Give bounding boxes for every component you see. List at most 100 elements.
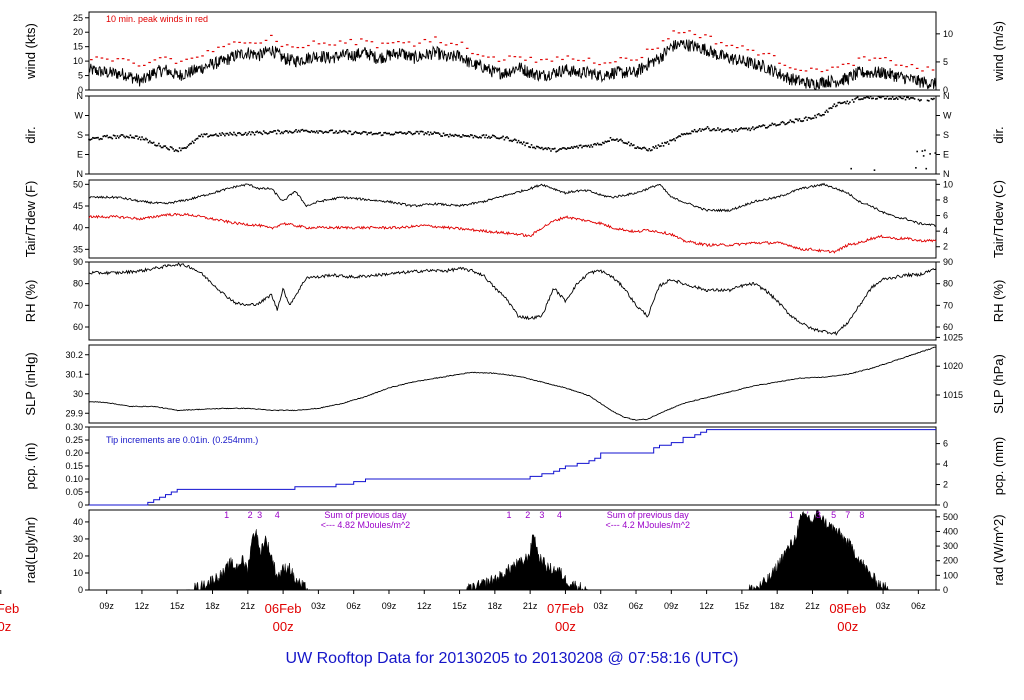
direction-point <box>776 124 779 126</box>
direction-point <box>884 97 886 100</box>
direction-point <box>566 147 569 149</box>
direction-point <box>723 129 726 132</box>
direction-point <box>187 144 190 146</box>
y-tick-label-right: 4 <box>943 226 948 236</box>
direction-point <box>217 135 220 137</box>
y-tick-label-left: 50 <box>73 179 83 189</box>
direction-point <box>627 141 630 144</box>
direction-point <box>771 122 774 125</box>
y-tick-label-right: 100 <box>943 570 958 580</box>
direction-point <box>194 139 196 142</box>
direction-point <box>508 139 511 142</box>
y-tick-label-right: S <box>943 130 949 140</box>
direction-point <box>475 135 477 138</box>
direction-point <box>200 133 203 136</box>
direction-point <box>339 129 341 132</box>
direction-point <box>546 148 548 151</box>
x-tick-label: 18z <box>770 601 785 611</box>
direction-point <box>528 146 530 148</box>
direction-point <box>525 142 528 145</box>
direction-point <box>783 121 785 124</box>
direction-point <box>899 96 902 99</box>
direction-point <box>872 97 874 100</box>
direction-point <box>737 128 740 131</box>
direction-point <box>489 137 491 139</box>
direction-point <box>520 141 523 144</box>
y-axis-title-left: SLP (inHg) <box>23 352 38 415</box>
direction-point <box>388 132 391 135</box>
direction-point <box>550 150 552 152</box>
y-tick-label-right: 6 <box>943 211 948 221</box>
y-axis-title-right: RH (%) <box>991 280 1006 323</box>
direction-point <box>693 128 696 131</box>
y-axis-title-left: Tair/Tdew (F) <box>23 181 38 258</box>
direction-point <box>885 97 887 100</box>
direction-point <box>588 146 591 148</box>
direction-point <box>507 137 510 140</box>
direction-point <box>908 98 911 100</box>
direction-point <box>805 116 807 119</box>
y-tick-label-left: 30 <box>73 534 83 544</box>
direction-point <box>303 130 305 132</box>
direction-point <box>750 127 753 130</box>
direction-point <box>918 99 921 102</box>
y-tick-label-left: 80 <box>73 279 83 289</box>
direction-point <box>843 101 846 103</box>
direction-point <box>375 132 378 135</box>
direction-point <box>538 146 541 149</box>
direction-point <box>828 107 830 110</box>
direction-point <box>207 135 209 138</box>
direction-point <box>367 132 370 134</box>
direction-point <box>792 120 794 123</box>
direction-point <box>894 98 896 100</box>
direction-point <box>543 147 546 150</box>
y-tick-label-left: 0.30 <box>65 422 83 432</box>
direction-point <box>621 140 623 142</box>
direction-point <box>653 147 656 149</box>
radiation-hour-mark: 3 <box>539 510 544 520</box>
direction-point <box>467 135 469 137</box>
direction-point <box>890 98 893 100</box>
x-tick-label: 06z <box>629 601 644 611</box>
direction-point <box>578 144 581 147</box>
direction-point <box>920 99 922 101</box>
direction-point <box>123 135 125 138</box>
direction-point <box>933 97 935 100</box>
direction-point <box>405 133 407 135</box>
direction-point <box>143 138 146 141</box>
direction-point <box>121 134 124 136</box>
panel-frame <box>88 344 937 424</box>
direction-point <box>181 147 183 150</box>
direction-point <box>392 133 394 136</box>
direction-point <box>394 131 397 134</box>
direction-point <box>142 138 145 141</box>
direction-point <box>521 143 524 145</box>
direction-point <box>384 131 387 134</box>
direction-point <box>151 142 154 144</box>
direction-point <box>709 129 711 132</box>
direction-point <box>473 134 476 137</box>
direction-point <box>362 130 365 133</box>
direction-point <box>827 111 829 113</box>
direction-point <box>502 135 504 138</box>
direction-point <box>607 140 609 142</box>
direction-point <box>352 133 354 136</box>
direction-point <box>766 126 768 129</box>
direction-point <box>255 131 257 134</box>
y-tick-label-left: W <box>75 111 84 121</box>
direction-point <box>216 134 218 137</box>
direction-point <box>358 132 361 134</box>
direction-point <box>268 132 270 135</box>
direction-point <box>136 135 138 138</box>
direction-point <box>370 131 372 134</box>
y-axis-title-right: pcp. (mm) <box>991 437 1006 496</box>
direction-point <box>411 133 414 136</box>
direction-point <box>780 121 783 124</box>
direction-point <box>266 133 269 135</box>
direction-point <box>105 135 107 138</box>
direction-point <box>896 98 899 100</box>
direction-point <box>326 131 328 134</box>
direction-point <box>793 121 796 124</box>
direction-point <box>270 131 273 133</box>
y-tick-label-right: 400 <box>943 526 958 536</box>
